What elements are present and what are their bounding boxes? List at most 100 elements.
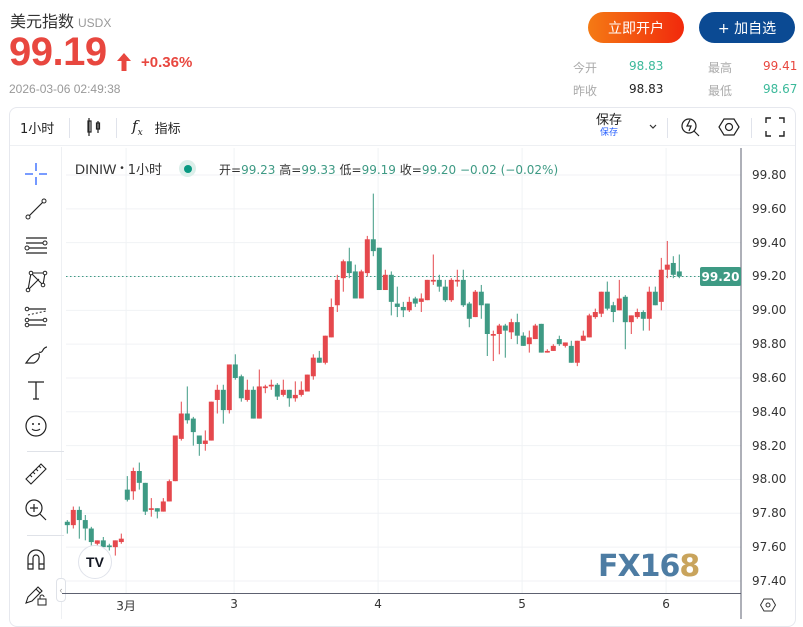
interval-selector[interactable]: 1小时 (20, 121, 55, 137)
high-value: 99.41 (763, 59, 798, 73)
candle-body (340, 261, 346, 279)
candle-body (604, 291, 610, 309)
candle-body (424, 279, 430, 301)
candle-body (112, 540, 118, 548)
candle-body (184, 413, 190, 421)
open-account-button[interactable]: 立即开户 (588, 12, 684, 43)
candle-body (364, 239, 370, 274)
tradingview-logo[interactable]: TV (78, 545, 112, 579)
candle-body (118, 538, 124, 543)
x-tick-label: 5 (518, 597, 526, 611)
trend-line-icon[interactable] (24, 197, 48, 221)
candle-body (550, 345, 556, 351)
text-icon[interactable] (24, 378, 48, 402)
candles-icon[interactable] (86, 118, 102, 136)
ruler-icon[interactable] (24, 462, 48, 486)
candle-body (412, 298, 418, 304)
x-tick-label: 6 (662, 597, 670, 611)
candle-body (418, 298, 424, 302)
candle-body (520, 335, 526, 346)
candle-body (304, 374, 310, 392)
add-watchlist-button[interactable]: + 加自选 (699, 12, 795, 43)
high-label: 最高 (708, 61, 733, 75)
open-label: 开= (219, 163, 242, 177)
collapse-toolbar-button[interactable]: ‹ (56, 578, 66, 602)
save-button[interactable]: 保存 保存 (596, 108, 622, 146)
chart-legend: DINIW • 1小时 (75, 159, 197, 178)
y-tick-label: 98.40 (752, 404, 787, 419)
chevron-down-icon[interactable] (648, 123, 658, 131)
zoom-in-icon[interactable] (24, 498, 48, 522)
candle-body (208, 401, 214, 441)
save-sublabel: 保存 (600, 128, 619, 138)
candle-body (328, 306, 334, 338)
magnet-icon[interactable] (24, 547, 48, 571)
candle-body (178, 413, 184, 439)
candle-body (652, 291, 658, 306)
candle-body (280, 389, 286, 395)
save-label: 保存 (596, 113, 623, 128)
fx168-watermark: FX168 (598, 549, 700, 584)
instrument-symbol: USDX (78, 16, 112, 30)
candle-body (244, 389, 250, 400)
candle-body (136, 471, 142, 483)
candle-body (358, 271, 364, 299)
candle-body (166, 481, 172, 502)
candle-body (610, 305, 616, 313)
candle-body (478, 291, 484, 306)
divider (116, 118, 117, 138)
horizontal-lines-icon[interactable] (24, 233, 48, 257)
candle-body (352, 271, 358, 299)
low-value: 99.19 (361, 163, 396, 177)
timestamp: 2026-03-06 02:49:38 (9, 82, 121, 96)
candle-body (496, 325, 502, 335)
close-value: 99.20 (421, 163, 457, 177)
candle-body (460, 279, 466, 306)
candle-body (160, 501, 166, 512)
candle-body (484, 303, 490, 335)
divider (27, 451, 64, 452)
candle-body (526, 337, 532, 345)
settings-icon[interactable] (718, 116, 740, 138)
candle-body (196, 435, 202, 444)
candle-body (298, 389, 304, 395)
candle-body (592, 312, 598, 318)
low-label: 最低 (708, 84, 733, 98)
crosshair-icon[interactable] (24, 162, 48, 186)
indicators-button[interactable]: fx 指标 (132, 108, 181, 146)
drawing-toolbar (10, 147, 64, 619)
candle-body (190, 418, 196, 433)
candle-body (88, 528, 94, 543)
candle-body (628, 315, 634, 323)
y-tick-label: 98.80 (752, 337, 787, 352)
ohlc-readout: 开=99.23 高=99.33 低=99.19 收=99.20 −0.02 (−… (219, 161, 558, 178)
chart-toolbar: 1小时 fx 指标 保存 保存 (10, 108, 795, 146)
candle-body (106, 545, 112, 548)
candle-body (574, 340, 580, 363)
open-label: 今开 (573, 61, 598, 75)
y-tick-label: 97.40 (752, 573, 787, 588)
fullscreen-icon[interactable] (765, 117, 785, 137)
pattern-icon[interactable] (24, 269, 48, 293)
indicators-label: 指标 (154, 121, 181, 137)
lock-drawing-icon[interactable] (24, 583, 48, 607)
candle-body (346, 261, 352, 274)
brush-icon[interactable] (24, 342, 48, 366)
y-tick-label: 97.60 (752, 540, 787, 555)
divider (667, 118, 668, 138)
candle-body (472, 291, 478, 318)
emoji-icon[interactable] (24, 414, 48, 438)
high-value: 99.33 (301, 163, 336, 177)
y-tick-label: 99.80 (752, 168, 787, 182)
y-tick-label: 99.60 (752, 201, 787, 216)
candle-body (130, 471, 136, 492)
change-percent: +0.36% (141, 54, 193, 71)
candle-body (568, 345, 574, 363)
fib-icon[interactable] (24, 305, 48, 329)
close-label: 收= (399, 163, 422, 177)
quick-search-icon[interactable] (680, 116, 702, 138)
arrow-up-icon (117, 53, 131, 71)
axis-settings-icon[interactable] (760, 597, 776, 613)
candle-body (388, 274, 394, 302)
